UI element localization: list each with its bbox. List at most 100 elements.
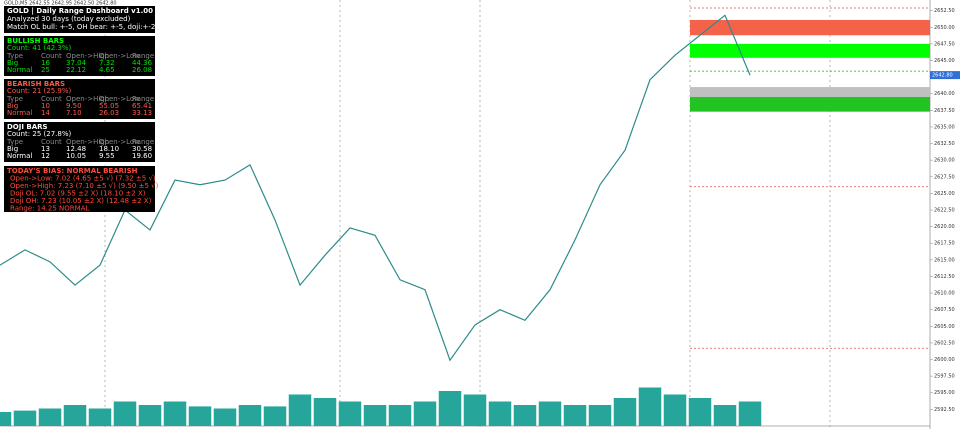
y-tick-label: 2622.50 — [934, 208, 955, 214]
y-tick-label: 2650.00 — [934, 25, 955, 31]
volume-bar — [438, 391, 462, 426]
dashboard-header: GOLD | Daily Range Dashboard v1.00 — [7, 7, 153, 16]
column-header: Type — [6, 138, 23, 146]
table-cell: 12.48 — [66, 145, 86, 153]
bias-line: Doji OL: 7.02 (9.55 ±2 X) (18.10 ±2 X) — [10, 190, 146, 198]
volume-bar — [663, 394, 687, 426]
column-header: Type — [6, 95, 23, 103]
volume-bar — [413, 401, 437, 426]
y-tick-label: 2597.50 — [934, 374, 955, 380]
price-zone — [690, 43, 930, 58]
table-cell: Big — [7, 59, 18, 67]
y-tick-label: 2602.50 — [934, 340, 955, 346]
table-cell: 26.08 — [132, 66, 152, 74]
column-header: Range — [132, 52, 154, 60]
bias-line: Open->High: 7.23 (7.10 ±5 √) (9.50 ±5 √) — [10, 182, 159, 190]
dashboard-panel — [4, 79, 155, 119]
volume-bar — [588, 405, 612, 426]
bias-line: Range: 14.25 NORMAL — [10, 205, 89, 213]
volume-bar — [88, 408, 112, 426]
bias-line: Open->Low: 7.02 (4.65 ±5 √) (7.32 ±5 √) — [10, 175, 156, 183]
table-cell: 12 — [41, 152, 50, 160]
y-tick-label: 2595.00 — [934, 390, 955, 396]
y-tick-label: 2637.50 — [934, 108, 955, 114]
table-cell: 19.60 — [132, 152, 152, 160]
section-title: BEARISH BARS — [7, 80, 65, 88]
y-tick-label: 2610.00 — [934, 291, 955, 297]
y-tick-label: 2625.00 — [934, 191, 955, 197]
volume-bar — [488, 401, 512, 426]
volume-bar — [688, 398, 712, 426]
y-tick-label: 2620.00 — [934, 224, 955, 230]
last-price-label: 2642.80 — [932, 73, 953, 79]
volume-bar — [713, 405, 737, 426]
column-header: Range — [132, 95, 154, 103]
table-cell: Normal — [7, 66, 32, 74]
table-cell: 7.10 — [66, 109, 82, 117]
volume-bar — [613, 398, 637, 426]
volume-bar — [63, 405, 87, 426]
column-header: Open->Low — [99, 52, 140, 60]
volume-bar — [338, 401, 362, 426]
volume-bar — [238, 405, 262, 426]
volume-bar — [288, 394, 312, 426]
column-header: Open->Low — [99, 138, 140, 146]
table-cell: 4.65 — [99, 66, 115, 74]
table-cell: 10.05 — [66, 152, 86, 160]
y-tick-label: 2607.50 — [934, 307, 955, 313]
column-header: Range — [132, 138, 154, 146]
y-tick-label: 2630.00 — [934, 158, 955, 164]
dashboard-header: Match OL bull: +-5, OH bear: +-5, doji:+… — [7, 23, 155, 31]
volume-bar — [563, 405, 587, 426]
y-tick-label: 2615.00 — [934, 257, 955, 263]
column-header: Open->Low — [99, 95, 140, 103]
y-tick-label: 2645.00 — [934, 58, 955, 64]
table-cell: 14 — [41, 109, 50, 117]
dashboard-panel — [4, 166, 155, 212]
volume-bar — [313, 398, 337, 426]
table-cell: 25 — [41, 66, 50, 74]
table-cell: 30.58 — [132, 145, 152, 153]
last-price-box — [930, 71, 960, 80]
volume-bar — [138, 405, 162, 426]
volume-bar — [38, 408, 62, 426]
volume-bar — [213, 408, 237, 426]
y-tick-label: 2605.00 — [934, 324, 955, 330]
section-count: Count: 21 (25.9%) — [7, 87, 71, 95]
table-cell: 10 — [41, 102, 50, 110]
column-header: Open->High — [66, 95, 109, 103]
dashboard-panel — [4, 122, 155, 162]
volume-bar — [188, 406, 212, 426]
column-header: Count — [41, 52, 62, 60]
section-title: DOJI BARS — [7, 123, 48, 131]
volume-bar — [0, 412, 12, 426]
table-cell: 55.05 — [99, 102, 119, 110]
bias-line: TODAY'S BIAS: NORMAL BEARISH — [7, 167, 138, 175]
price-zone — [690, 19, 930, 36]
table-cell: 9.50 — [66, 102, 82, 110]
volume-bar — [13, 410, 37, 426]
volume-bar — [163, 401, 187, 426]
section-title: BULLISH BARS — [7, 37, 64, 45]
table-cell: 26.03 — [99, 109, 119, 117]
y-tick-label: 2647.50 — [934, 41, 955, 47]
volume-bar — [538, 401, 562, 426]
volume-bar — [263, 406, 287, 426]
table-cell: 22.12 — [66, 66, 86, 74]
dashboard-panel — [4, 36, 155, 76]
table-cell: Normal — [7, 109, 32, 117]
y-tick-label: 2652.50 — [934, 8, 955, 14]
price-zone — [690, 87, 930, 98]
table-cell: 13 — [41, 145, 50, 153]
section-count: Count: 41 (42.3%) — [7, 44, 71, 52]
y-tick-label: 2635.00 — [934, 124, 955, 130]
volume-bar — [363, 405, 387, 426]
table-cell: Big — [7, 145, 18, 153]
table-cell: Big — [7, 102, 18, 110]
table-cell: Normal — [7, 152, 32, 160]
column-header: Type — [6, 52, 23, 60]
table-cell: 44.36 — [132, 59, 153, 67]
y-tick-label: 2617.50 — [934, 241, 955, 247]
bias-line: Doji OH: 7.23 (10.05 ±2 X) (12.48 ±2 X) — [10, 197, 152, 205]
